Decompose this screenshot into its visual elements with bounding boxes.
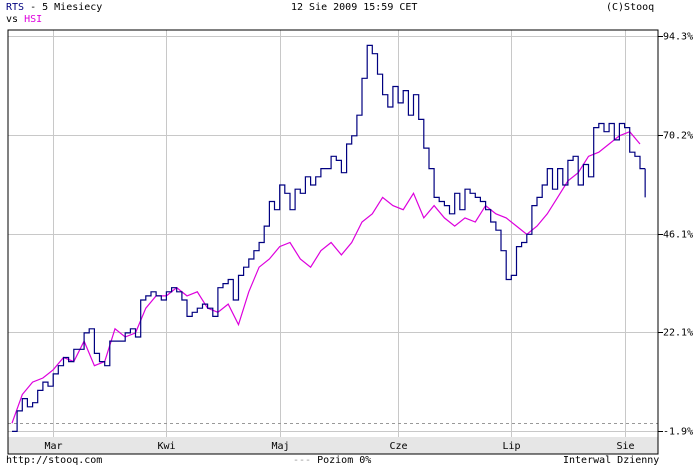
x-tick-label: Cze [389, 441, 407, 452]
interval-label: Interwal Dzienny [563, 455, 660, 466]
y-tick-label: 94.3% [663, 32, 693, 43]
compare-line: vs HSI [6, 14, 42, 26]
vs-label: vs [6, 14, 19, 25]
plot-frame [7, 29, 659, 455]
y-tick-label: 46.1% [663, 230, 693, 241]
copyright: (C)Stooq [606, 2, 655, 13]
x-tick-label: Sie [616, 441, 634, 452]
baseline-legend-dashes: --- [293, 455, 312, 466]
plot-background [8, 30, 658, 454]
x-tick-label: Maj [271, 441, 289, 452]
rts-series-label[interactable]: RTS [6, 2, 25, 13]
baseline-legend-label: Poziom 0% [317, 455, 372, 466]
x-axis-labels: Mar Kwi Maj Cze Lip Sie [44, 441, 634, 452]
x-tick-label: Kwi [157, 441, 175, 452]
x-axis-band [8, 437, 658, 454]
y-tick-label: 70.2% [663, 131, 693, 142]
x-tick-label: Lip [502, 441, 520, 452]
series-layer [11, 44, 646, 432]
timestamp: 12 Sie 2009 15:59 CET [291, 2, 418, 13]
y-tick-label: -1.9% [663, 427, 693, 438]
source-link[interactable]: http://stooq.com [6, 455, 103, 466]
chart-title: RTS - 5 Miesiecy [6, 2, 102, 14]
baseline-legend: --- Poziom 0% [293, 455, 371, 467]
y-tick-label: 22.1% [663, 328, 693, 339]
hsi-series-line [11, 130, 641, 424]
hsi-series-label[interactable]: HSI [24, 14, 43, 25]
rts-series-line [12, 44, 646, 432]
y-axis-labels: 94.3% 70.2% 46.1% 22.1% -1.9% [663, 32, 693, 438]
x-tick-label: Mar [44, 441, 62, 452]
title-period: - 5 Miesiecy [24, 2, 103, 13]
